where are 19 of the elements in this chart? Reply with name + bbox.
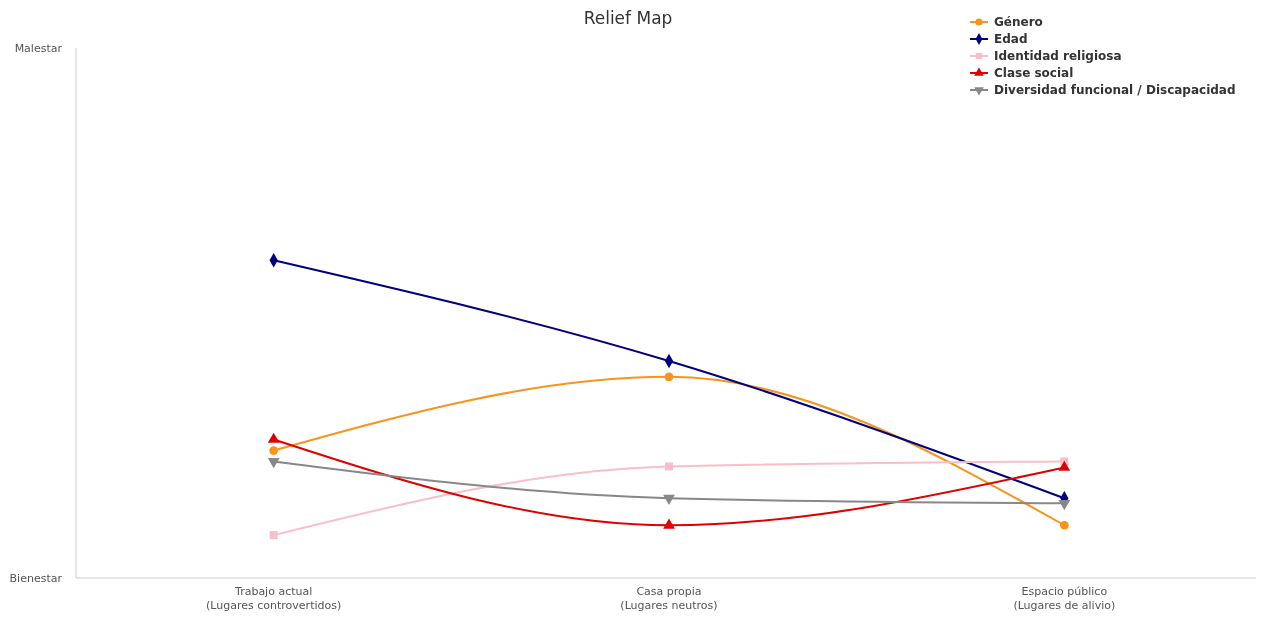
legend-label: Clase social bbox=[994, 66, 1074, 80]
x-tick-label: Trabajo actual (Lugares controvertidos) bbox=[206, 585, 342, 612]
point bbox=[663, 494, 675, 506]
legend-label: Género bbox=[994, 15, 1043, 29]
text: Bienestar bbox=[9, 572, 63, 585]
legend-label: Diversidad funcional / Discapacidad bbox=[994, 83, 1236, 97]
x-tick-label: Casa propia (Lugares neutros) bbox=[620, 585, 718, 612]
point bbox=[1059, 520, 1069, 530]
legend-label: Identidad religiosa bbox=[994, 49, 1122, 63]
point bbox=[664, 372, 674, 382]
x-tick-label: Espacio público (Lugares de alivio) bbox=[1013, 585, 1116, 612]
point bbox=[267, 457, 280, 469]
text: Malestar bbox=[14, 42, 63, 55]
chart-title: Relief Map bbox=[583, 8, 673, 28]
point bbox=[269, 531, 278, 540]
legend-label: Edad bbox=[994, 32, 1028, 46]
point bbox=[665, 462, 673, 471]
point bbox=[269, 446, 279, 455]
point bbox=[1058, 499, 1071, 511]
